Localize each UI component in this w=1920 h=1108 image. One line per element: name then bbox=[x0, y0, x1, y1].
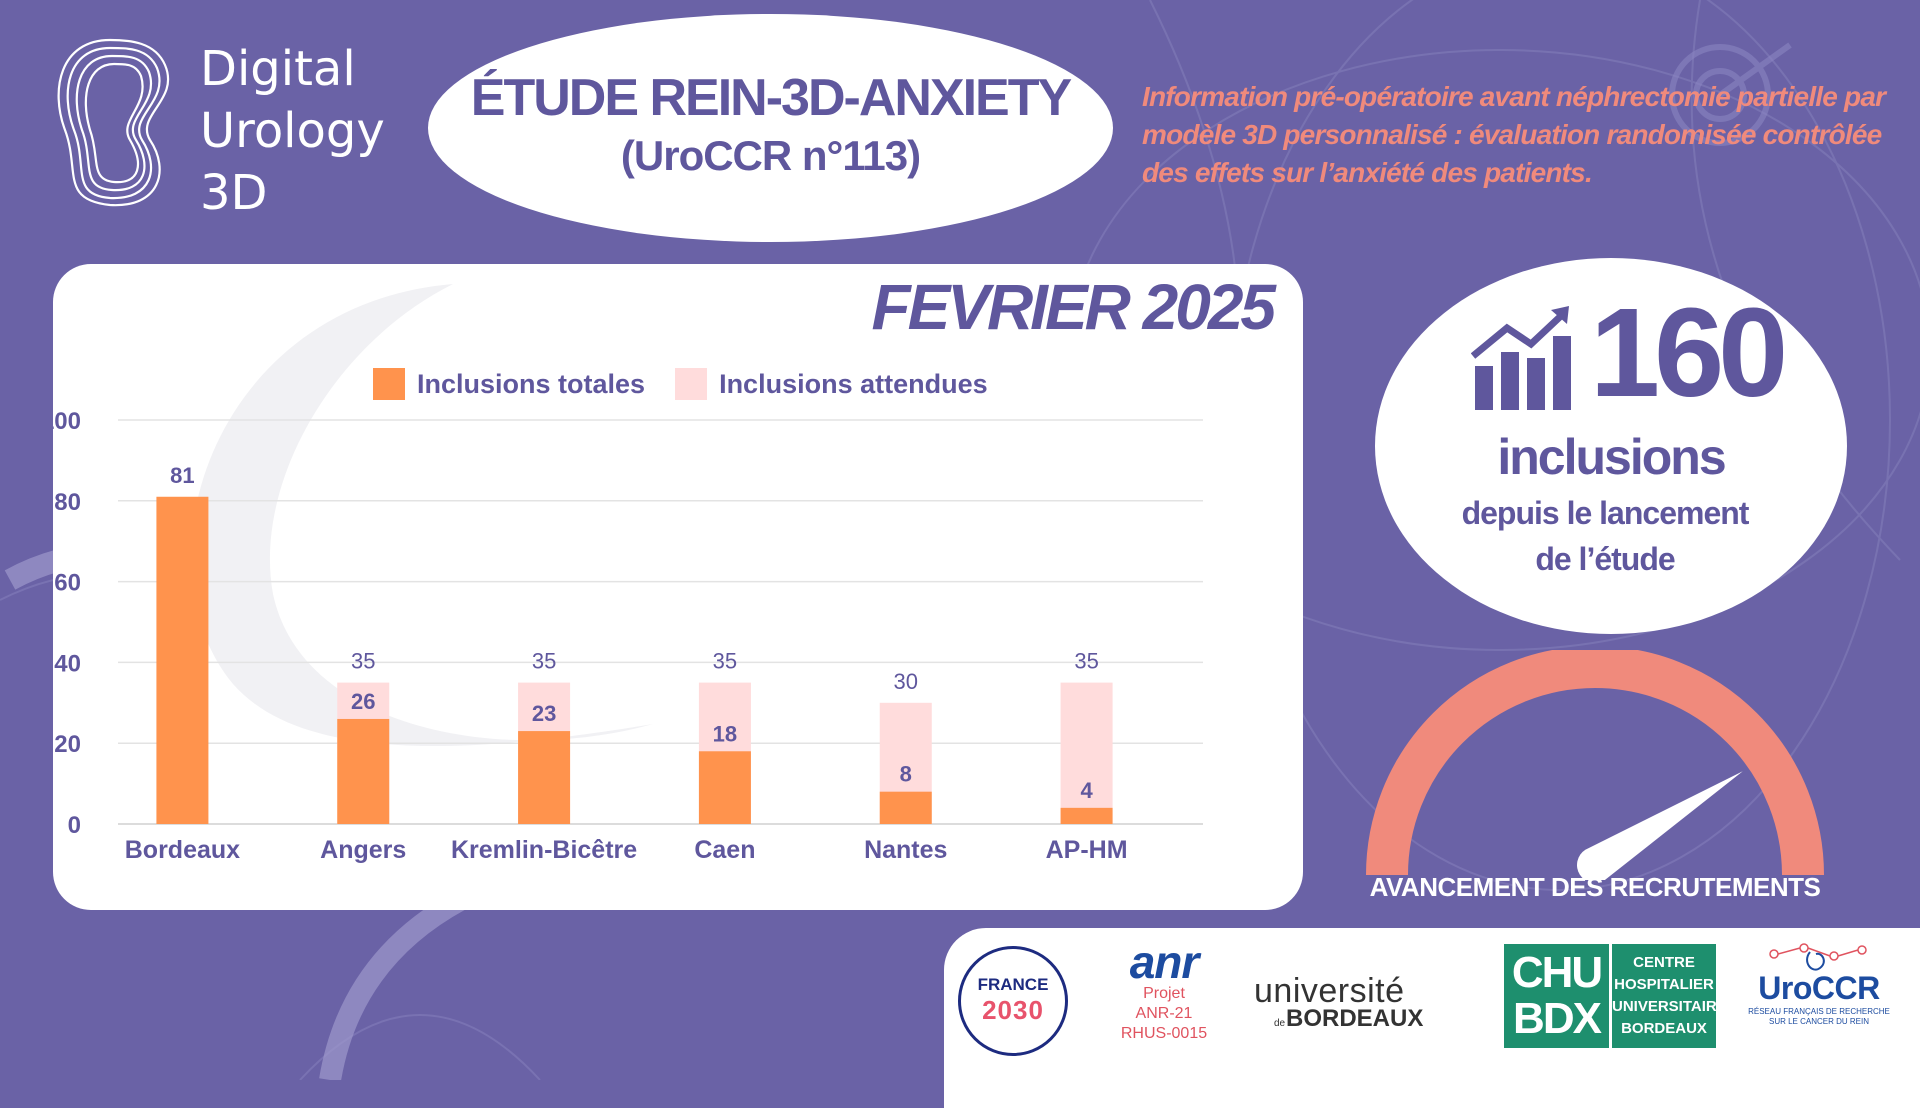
chu-line-3: UNIVERSITAIRE bbox=[1612, 998, 1727, 1015]
growth-chart-icon bbox=[1471, 306, 1571, 410]
y-tick-label: 60 bbox=[54, 570, 81, 597]
period-label: FEVRIER 2025 bbox=[871, 271, 1276, 343]
study-title: ÉTUDE REIN-3D-ANXIETY bbox=[470, 69, 1072, 127]
recruitment-gauge bbox=[1366, 650, 1824, 880]
chart-card: FEVRIER 2025 Inclusions totales Inclusio… bbox=[53, 264, 1303, 910]
universite-line-1: université bbox=[1254, 972, 1405, 1010]
gauge-needle-shape bbox=[1577, 771, 1743, 880]
data-label-total: 81 bbox=[170, 463, 194, 488]
bar-total bbox=[1060, 807, 1113, 824]
x-tick-label: Kremlin-Bicêtre bbox=[451, 836, 637, 864]
universite-bordeaux-logo: université de BORDEAUX bbox=[1254, 972, 1454, 1033]
uroccr-logo: UroCCR RÉSEAU FRANÇAIS DE RECHERCHE SUR … bbox=[1744, 942, 1894, 1027]
chu-line-4: BORDEAUX bbox=[1621, 1020, 1707, 1037]
chu-block-line-2: BDX bbox=[1513, 994, 1602, 1043]
y-tick-label: 100 bbox=[53, 408, 81, 435]
legend-item-total: Inclusions totales bbox=[373, 368, 645, 400]
uroccr-tagline-2: SUR LE CANCER DU REIN bbox=[1768, 1017, 1869, 1026]
chu-block-line-1: CHU bbox=[1511, 948, 1603, 997]
uroccr-tagline-1: RÉSEAU FRANÇAIS DE RECHERCHE bbox=[1748, 1007, 1890, 1016]
sponsor-logos: FRANCE 2030 anr Projet ANR-21 RHUS-0015 … bbox=[944, 928, 1920, 1108]
data-label-expected: 35 bbox=[1074, 649, 1098, 674]
legend-item-expected: Inclusions attendues bbox=[675, 368, 988, 400]
x-tick-label: Bordeaux bbox=[125, 836, 240, 864]
brand-line-2: Urology bbox=[200, 103, 385, 159]
bar-total bbox=[156, 496, 209, 824]
universite-small: de bbox=[1274, 1018, 1286, 1029]
inclusions-summary: 160 inclusions depuis le lancement de l’… bbox=[1375, 258, 1847, 634]
network-icon bbox=[1769, 943, 1867, 971]
uroccr-name: UroCCR bbox=[1758, 970, 1880, 1006]
y-tick-label: 20 bbox=[54, 731, 81, 758]
data-label-expected: 35 bbox=[713, 649, 737, 674]
inclusions-subtitle-line-2: de l’étude bbox=[1535, 541, 1675, 577]
y-tick-label: 0 bbox=[68, 812, 81, 839]
brand-logo: Digital Urology 3D bbox=[50, 30, 420, 221]
france-2030-line-2: 2030 bbox=[982, 995, 1044, 1025]
y-tick-label: 80 bbox=[54, 489, 81, 516]
universite-line-2: BORDEAUX bbox=[1286, 1005, 1424, 1032]
gauge-needle bbox=[1577, 771, 1743, 880]
bar-expected bbox=[1060, 682, 1113, 824]
france-2030-logo: FRANCE 2030 bbox=[958, 946, 1068, 1056]
brand-line-1: Digital bbox=[200, 41, 356, 97]
x-tick-label: Caen bbox=[694, 836, 755, 864]
inclusions-label: inclusions bbox=[1497, 429, 1726, 485]
data-label-total: 23 bbox=[532, 701, 556, 726]
chu-bdx-logo: CHU BDX bbox=[1504, 944, 1609, 1048]
bar-total bbox=[518, 731, 571, 824]
chu-line-1: CENTRE bbox=[1633, 954, 1695, 971]
inclusions-subtitle-line-1: depuis le lancement bbox=[1461, 495, 1750, 531]
study-title-badge: ÉTUDE REIN-3D-ANXIETY (UroCCR n°113) bbox=[428, 14, 1113, 242]
bar-total bbox=[879, 791, 932, 824]
brand-name: Digital Urology 3D bbox=[200, 38, 385, 224]
y-tick-label: 40 bbox=[54, 650, 81, 677]
bar-total bbox=[698, 751, 751, 824]
inclusions-subtitle: depuis le lancement de l’étude bbox=[1455, 490, 1755, 582]
anr-line-3: RHUS-0015 bbox=[1120, 1025, 1208, 1042]
france-2030-line-1: FRANCE bbox=[977, 975, 1049, 994]
legend-swatch-total bbox=[373, 368, 405, 400]
x-tick-label: Angers bbox=[320, 836, 406, 864]
x-tick-label: AP-HM bbox=[1046, 836, 1128, 864]
data-label-expected: 35 bbox=[532, 649, 556, 674]
anr-line-2: ANR-21 bbox=[1135, 1005, 1193, 1022]
kidney-logo-icon bbox=[57, 38, 170, 207]
brand-line-3: 3D bbox=[200, 165, 268, 221]
bar-chart: 0 20 40 60 80 100 81 Bordeaux 35 26 Angers 35 23 Krem… bbox=[53, 408, 1203, 864]
data-label-total: 4 bbox=[1080, 778, 1093, 803]
data-label-total: 18 bbox=[713, 721, 737, 746]
anr-line-1: Projet bbox=[1143, 985, 1185, 1002]
legend-swatch-expected bbox=[675, 368, 708, 400]
data-label-expected: 30 bbox=[894, 669, 918, 694]
gauge-arc bbox=[1366, 650, 1824, 876]
study-description: Information pré-opératoire avant néphrec… bbox=[1142, 81, 1886, 188]
legend-label-total: Inclusions totales bbox=[417, 368, 646, 399]
inclusions-count: 160 bbox=[1590, 282, 1788, 423]
chart-legend: Inclusions totales Inclusions attendues bbox=[373, 368, 1018, 400]
chu-line-2: HOSPITALIER bbox=[1614, 976, 1714, 993]
gauge-label: AVANCEMENT DES RECRUTEMENTS bbox=[1369, 872, 1821, 902]
chu-bordeaux-label: CENTRE HOSPITALIER UNIVERSITAIRE BORDEAU… bbox=[1612, 944, 1727, 1048]
data-label-total: 8 bbox=[900, 762, 912, 787]
x-tick-label: Nantes bbox=[864, 836, 947, 864]
bar-total bbox=[337, 718, 390, 824]
study-code: (UroCCR n°113) bbox=[620, 132, 921, 179]
card-decoration bbox=[190, 284, 653, 747]
legend-label-expected: Inclusions attendues bbox=[719, 368, 988, 399]
anr-name: anr bbox=[1129, 936, 1200, 988]
data-label-expected: 35 bbox=[351, 649, 375, 674]
anr-logo: anr Projet ANR-21 RHUS-0015 bbox=[1104, 936, 1224, 1044]
data-label-total: 26 bbox=[351, 689, 375, 714]
